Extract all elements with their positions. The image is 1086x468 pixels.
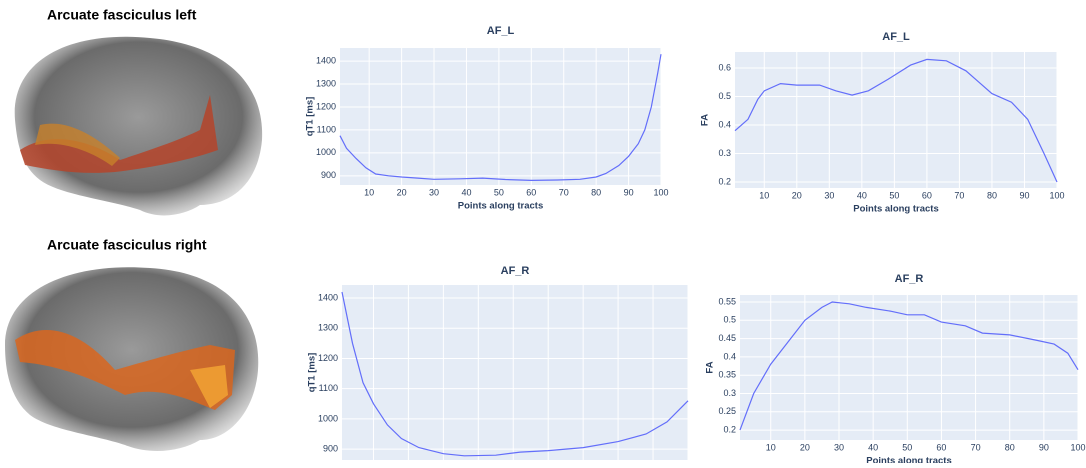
brain-right [5,267,259,452]
x-tick-label: 50 [494,187,504,197]
y-tick-label: 1400 [318,292,338,302]
x-tick-label: 30 [824,190,834,200]
x-tick-label: 80 [1005,442,1015,452]
x-tick-label: 20 [397,187,407,197]
y-tick-label: 1000 [318,413,338,423]
data-line [341,291,689,457]
chart-title: AF_L [882,31,910,43]
x-axis-label: Points along tracts [853,204,939,215]
y-tick-label: 0.5 [723,315,736,325]
x-tick-label: 70 [971,442,981,452]
y-tick-label: 0.45 [718,333,736,343]
x-tick-label: 10 [759,190,769,200]
y-tick-label: 0.5 [718,91,731,101]
y-tick-label: 0.3 [723,388,736,398]
panel-label: Arcuate fasciculus left [47,7,197,23]
x-tick-label: 80 [987,190,997,200]
plot-area [340,48,661,185]
x-tick-label: 70 [954,190,964,200]
y-tick-label: 900 [321,170,336,180]
x-tick-label: 30 [429,187,439,197]
x-axis-label: Points along tracts [866,456,952,463]
y-tick-label: 0.4 [718,119,731,129]
y-tick-label: 1200 [318,353,338,363]
y-axis-label: FA [700,114,711,126]
x-tick-label: 30 [834,442,844,452]
panel-label: Arcuate fasciculus right [47,237,207,253]
x-axis-label: Points along tracts [458,201,544,212]
y-tick-label: 1400 [316,55,336,65]
x-tick-label: 50 [902,442,912,452]
y-tick-label: 0.3 [718,148,731,158]
x-tick-label: 70 [559,187,569,197]
data-line [339,54,662,182]
data-line [734,58,1058,183]
chart-title: AF_L [487,25,515,37]
x-tick-label: 100 [653,187,668,197]
x-tick-label: 80 [591,187,601,197]
y-tick-label: 0.4 [723,351,736,361]
y-axis-label: qT1 [ms] [307,353,318,393]
plot-area [735,52,1057,188]
y-tick-label: 0.55 [718,296,736,306]
y-tick-label: 1200 [316,101,336,111]
y-tick-label: 0.2 [718,176,731,186]
x-tick-label: 20 [792,190,802,200]
x-tick-label: 60 [922,190,932,200]
x-tick-label: 100 [1070,442,1085,452]
plot-area [342,285,688,460]
y-tick-label: 1300 [318,323,338,333]
y-tick-label: 900 [323,443,338,453]
y-tick-label: 0.25 [718,406,736,416]
y-axis-label: FA [705,361,716,373]
chart-title: AF_R [895,273,924,285]
chart-title: AF_R [501,265,530,277]
x-tick-label: 40 [857,190,867,200]
x-tick-label: 20 [800,442,810,452]
x-tick-label: 90 [1019,190,1029,200]
y-tick-label: 1100 [317,124,336,134]
x-tick-label: 10 [766,442,776,452]
x-tick-label: 10 [364,187,374,197]
x-tick-label: 50 [889,190,899,200]
x-tick-label: 90 [624,187,634,197]
brain-left [14,36,263,216]
y-tick-label: 0.6 [718,62,731,72]
y-tick-label: 1100 [319,383,338,393]
x-tick-label: 60 [526,187,536,197]
x-tick-label: 90 [1039,442,1049,452]
data-line [739,301,1079,431]
y-tick-label: 0.2 [723,424,736,434]
y-tick-label: 0.35 [718,370,736,380]
y-tick-label: 1000 [316,147,336,157]
x-tick-label: 40 [461,187,471,197]
y-tick-label: 1300 [316,78,336,88]
x-tick-label: 100 [1049,190,1064,200]
y-axis-label: qT1 [ms] [305,97,316,137]
x-tick-label: 40 [868,442,878,452]
x-tick-label: 60 [936,442,946,452]
plot-area [740,295,1078,440]
